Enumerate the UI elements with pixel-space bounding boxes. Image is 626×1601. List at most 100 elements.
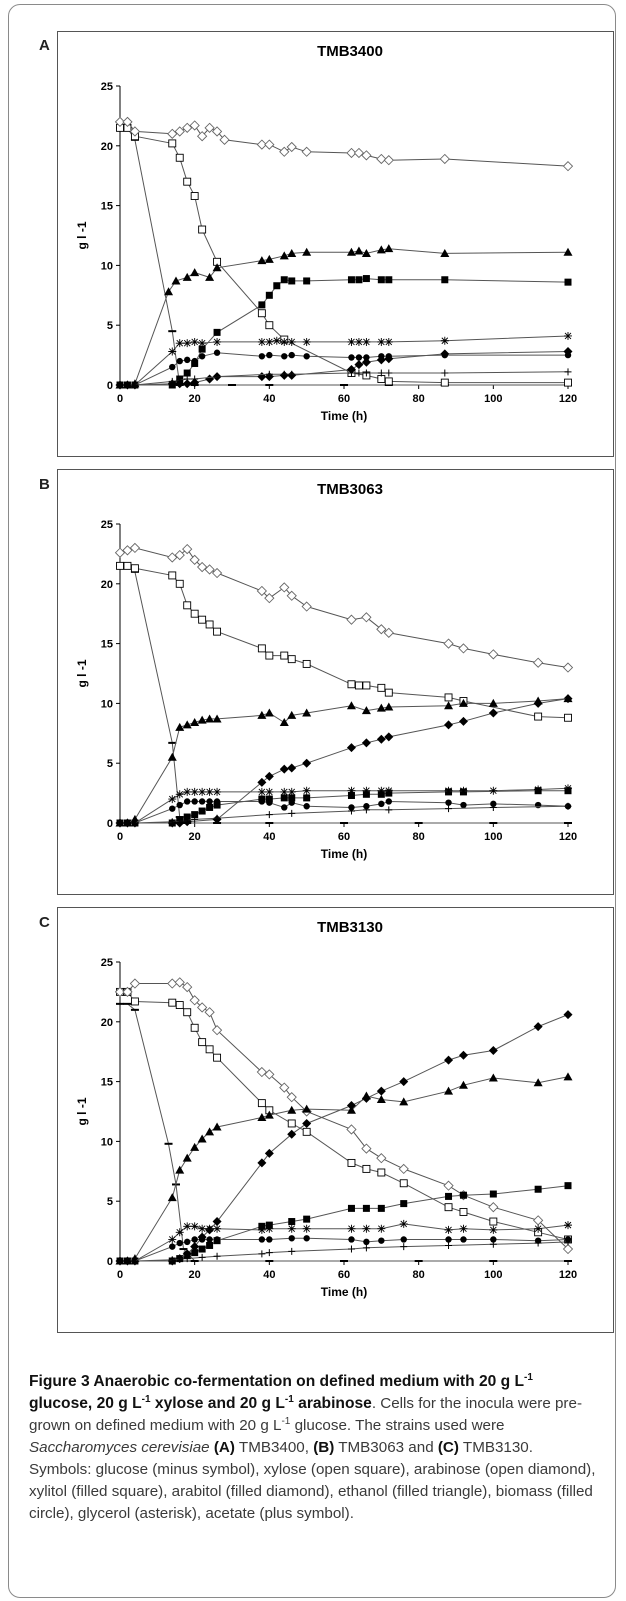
- arabinose-point: [562, 662, 574, 673]
- biomass-point: [176, 801, 183, 809]
- x-tick-label: 20: [189, 1269, 201, 1281]
- acetate-point: [131, 381, 139, 389]
- ethanol-line: [120, 1076, 569, 1262]
- acetate-point: [258, 1250, 266, 1258]
- ethanol-point: [205, 714, 215, 723]
- arabitol-point: [257, 1158, 267, 1168]
- glycerol-point: [257, 337, 266, 346]
- arabitol-point: [190, 378, 200, 388]
- xylitol-point: [288, 1218, 296, 1226]
- arabitol-point: [354, 360, 364, 370]
- acetate-point: [489, 803, 497, 811]
- xylose-point: [459, 1208, 468, 1216]
- ethanol-point: [212, 263, 222, 272]
- caption-label-c: (C): [437, 1439, 459, 1456]
- glycerol-point: [440, 336, 449, 345]
- acetate-point: [191, 375, 199, 383]
- xylitol-point: [265, 795, 273, 803]
- arabitol-point: [444, 1055, 454, 1065]
- ethanol-point: [182, 720, 192, 729]
- acetate-point: [183, 817, 191, 825]
- caption-text: TMB3130. Symbols: glucose (minus symbol)…: [29, 1439, 596, 1522]
- caption-title-part: xylose and 20 g L: [150, 1395, 285, 1412]
- glycerol-point: [265, 337, 274, 346]
- xylose-point: [123, 561, 132, 570]
- arabitol-point: [257, 777, 267, 787]
- ethanol-point: [205, 272, 215, 281]
- biomass-point: [184, 798, 191, 805]
- series-acetate: [116, 1238, 572, 1265]
- x-tick-label: 100: [484, 831, 502, 843]
- arabinose-point: [346, 614, 357, 625]
- ethanol-point: [361, 1091, 371, 1100]
- xylitol-point: [265, 291, 273, 299]
- ethanol-point: [264, 254, 274, 263]
- arabinose-point: [256, 1066, 268, 1078]
- glycerol-point: [354, 337, 363, 346]
- arabinose-point: [562, 1243, 574, 1255]
- xylose-point: [257, 309, 266, 318]
- y-tick-label: 25: [101, 957, 113, 969]
- arabinose-point: [122, 116, 133, 128]
- arabinose-point: [376, 153, 387, 165]
- panel-label-a: A: [39, 37, 50, 54]
- biomass-point: [169, 363, 176, 371]
- arabinose-point: [286, 141, 297, 153]
- ethanol-point: [164, 287, 174, 296]
- ethanol-point: [190, 1142, 200, 1151]
- ethanol-point: [279, 718, 289, 727]
- glycerol-point: [280, 787, 289, 796]
- acetate-point: [191, 815, 199, 823]
- ethanol-point: [346, 701, 356, 710]
- xylitol-point: [303, 1215, 311, 1223]
- glycerol-point: [444, 786, 453, 795]
- xylitol-point: [534, 1185, 542, 1193]
- arabinose-point: [182, 543, 193, 555]
- xylitol-point: [280, 276, 288, 284]
- arabinose-point: [129, 126, 141, 137]
- biomass-point: [198, 353, 206, 360]
- y-tick-label: 15: [101, 1077, 113, 1089]
- acetate-point: [176, 376, 184, 384]
- ethanol-point: [376, 703, 386, 712]
- x-tick-label: 0: [117, 393, 123, 405]
- ethanol-point: [444, 1086, 454, 1095]
- glycerol-point: [384, 786, 393, 795]
- xylose-point: [130, 564, 139, 573]
- ethanol-point: [190, 718, 200, 727]
- arabitol-point: [384, 732, 394, 742]
- chart-b: TMB3063 0 5 10 15 20 25 0 20 40 60 80 100 120 Time (h)…: [75, 481, 577, 861]
- xylose-point: [287, 1119, 296, 1128]
- ethanol-point: [212, 1122, 222, 1131]
- arabinose-point: [286, 1092, 297, 1103]
- ethanol-point: [440, 248, 450, 257]
- arabitol-point: [444, 720, 454, 730]
- biomass-point: [281, 353, 288, 360]
- xylose-point: [190, 609, 199, 618]
- glycerol-point: [362, 337, 371, 346]
- xylose-point: [130, 997, 139, 1006]
- glycerol-point: [168, 795, 177, 804]
- acetate-point: [168, 377, 176, 385]
- xylose-point: [213, 627, 222, 636]
- biomass-point: [288, 351, 295, 359]
- biomass-point: [198, 1236, 206, 1243]
- ethanol-point: [302, 708, 312, 717]
- acetate-point: [347, 369, 355, 377]
- xylose-point: [440, 378, 449, 387]
- xylitol-point: [347, 791, 355, 799]
- x-tick-label: 100: [484, 1269, 502, 1281]
- ethanol-point: [533, 1078, 543, 1087]
- biomass-point: [288, 1235, 295, 1242]
- arabinose-point: [488, 1202, 499, 1213]
- xylose-point: [198, 1038, 207, 1047]
- biomass-point: [258, 353, 266, 360]
- xylitol-point: [489, 1190, 497, 1198]
- arabitol-point: [302, 1118, 312, 1128]
- xylitol-point: [183, 369, 191, 377]
- x-axis-label: Time (h): [321, 847, 367, 861]
- biomass-point: [378, 353, 385, 360]
- glycerol-point: [287, 1224, 296, 1233]
- arabinose-point: [376, 1153, 387, 1164]
- x-tick-label: 120: [559, 393, 577, 405]
